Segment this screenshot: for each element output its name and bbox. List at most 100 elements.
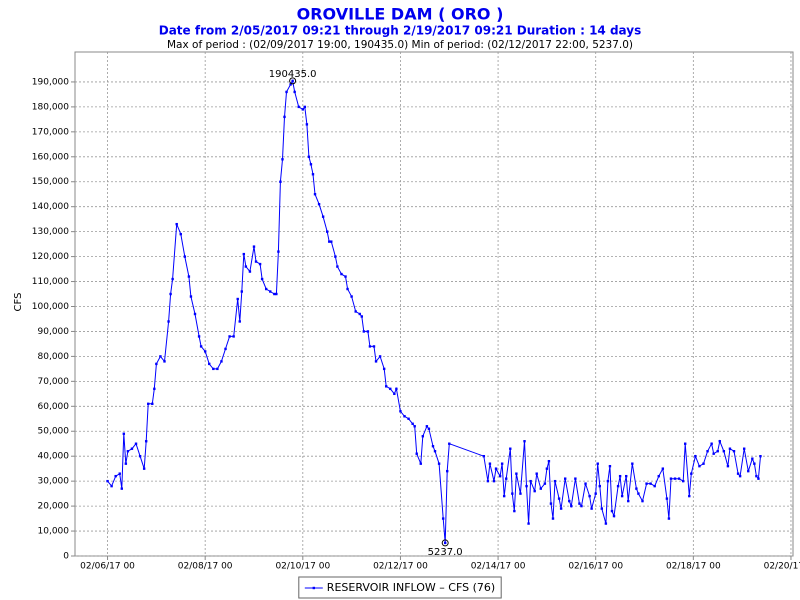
data-point	[519, 492, 522, 495]
data-point	[368, 345, 372, 348]
data-point	[183, 255, 187, 258]
data-point	[616, 484, 620, 488]
data-point	[596, 462, 599, 465]
data-point	[431, 445, 435, 448]
data-point	[627, 499, 630, 503]
data-point	[718, 440, 721, 443]
data-point	[171, 277, 174, 281]
data-point	[285, 90, 288, 94]
data-point	[513, 509, 516, 513]
data-point	[240, 290, 243, 293]
data-point	[492, 479, 496, 483]
data-point	[248, 270, 252, 273]
chart-subtitle: Date from 2/05/2017 09:21 through 2/19/2…	[159, 24, 641, 38]
data-point	[738, 474, 742, 478]
y-tick-label: 150,000	[32, 177, 69, 187]
y-tick-label: 100,000	[32, 302, 69, 312]
data-point	[279, 180, 282, 183]
data-point	[273, 292, 276, 296]
data-point	[147, 402, 150, 406]
data-point	[529, 479, 532, 483]
data-point	[358, 312, 361, 316]
x-tick-label: 02/16/17 00	[568, 562, 623, 572]
data-point	[328, 240, 331, 243]
data-point	[236, 297, 239, 301]
data-point	[134, 442, 138, 445]
data-point	[578, 502, 581, 505]
data-point	[346, 287, 349, 291]
data-point	[254, 260, 258, 263]
data-point	[527, 522, 530, 525]
data-point	[706, 450, 709, 453]
data-point	[690, 472, 693, 475]
data-point	[393, 392, 396, 396]
data-point	[694, 454, 697, 458]
data-point	[224, 347, 227, 351]
data-point	[216, 367, 219, 371]
data-point	[269, 290, 272, 293]
data-point	[289, 83, 292, 86]
legend-label: RESERVOIR INFLOW – CFS (76)	[327, 581, 495, 594]
data-point	[411, 422, 414, 425]
data-point	[757, 477, 760, 480]
data-point	[425, 425, 429, 428]
data-point	[665, 497, 669, 500]
data-point	[399, 410, 402, 413]
data-point	[533, 489, 536, 493]
data-point	[570, 504, 573, 508]
data-point	[600, 507, 604, 510]
data-point	[303, 105, 307, 109]
data-point	[334, 255, 337, 258]
y-tick-label: 10,000	[38, 527, 70, 537]
period-note: Max of period : (02/09/2017 19:00, 19043…	[167, 39, 633, 51]
data-point	[559, 507, 563, 510]
data-point	[252, 245, 256, 248]
data-point	[258, 262, 262, 266]
data-point	[151, 402, 154, 406]
data-point	[502, 494, 506, 498]
data-point	[275, 292, 278, 296]
data-point	[547, 459, 551, 463]
data-point	[187, 275, 191, 278]
data-point	[350, 295, 353, 298]
data-point	[728, 447, 732, 450]
data-point	[307, 155, 311, 158]
data-point	[220, 360, 223, 363]
data-point	[590, 507, 593, 510]
data-point	[747, 469, 750, 473]
data-point	[722, 450, 726, 453]
data-point	[378, 355, 382, 358]
data-point	[179, 232, 182, 236]
y-tick-label: 40,000	[38, 452, 70, 462]
data-point	[309, 163, 313, 166]
annotation-label: 5237.0	[428, 547, 463, 558]
data-point	[389, 387, 392, 391]
x-tick-label: 02/14/17 00	[471, 562, 526, 572]
data-point	[354, 310, 357, 313]
data-point	[130, 447, 134, 450]
data-point	[594, 492, 597, 495]
data-point	[374, 360, 378, 363]
data-point	[291, 79, 294, 83]
data-point	[118, 472, 121, 475]
data-point	[673, 477, 677, 480]
data-point	[742, 447, 746, 450]
data-point	[657, 474, 660, 478]
data-point	[167, 320, 170, 323]
data-point	[238, 320, 241, 323]
data-point	[395, 387, 398, 391]
data-point	[228, 335, 231, 338]
data-point	[281, 158, 284, 161]
data-point	[683, 442, 687, 445]
data-point	[197, 335, 201, 338]
data-point	[260, 277, 264, 281]
data-point	[641, 499, 644, 503]
data-point	[403, 415, 406, 418]
data-point	[523, 440, 526, 443]
y-tick-label: 20,000	[38, 502, 70, 512]
data-point	[340, 272, 343, 276]
data-point	[441, 517, 445, 520]
data-point	[509, 447, 512, 450]
